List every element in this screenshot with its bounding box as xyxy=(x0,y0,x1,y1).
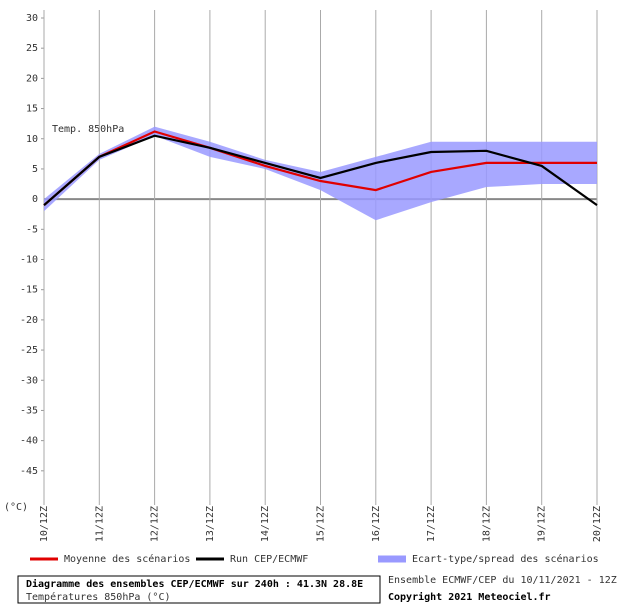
x-tick-label: 18/12Z xyxy=(481,506,492,542)
y-tick-label: 25 xyxy=(26,43,38,54)
y-tick-label: 0 xyxy=(32,194,38,205)
footer-title: Diagramme des ensembles CEP/ECMWF sur 24… xyxy=(26,578,363,590)
y-tick-label: -20 xyxy=(20,315,38,326)
y-tick-label: -25 xyxy=(20,345,38,356)
series-line xyxy=(43,130,597,206)
x-tick-label: 10/12Z xyxy=(39,506,50,542)
x-tick-label: 13/12Z xyxy=(205,506,216,542)
x-tick-label: 17/12Z xyxy=(426,506,437,542)
legend-label: Moyenne des scénarios xyxy=(64,553,190,565)
series-line xyxy=(43,134,598,207)
y-tick-label: -10 xyxy=(20,255,38,266)
y-tick-label: -5 xyxy=(26,224,38,235)
footer-copyright: Copyright 2021 Meteociel.fr xyxy=(388,591,551,603)
y-tick-label: -35 xyxy=(20,405,38,416)
x-tick-label: 12/12Z xyxy=(150,506,161,542)
y-tick-label: 15 xyxy=(26,104,38,115)
x-tick-label: 15/12Z xyxy=(316,506,327,542)
footer-run: Ensemble ECMWF/CEP du 10/11/2021 - 12Z xyxy=(388,575,617,586)
y-tick-label: -45 xyxy=(20,466,38,477)
annotation: Temp. 850hPa xyxy=(52,124,124,135)
spread-band xyxy=(44,126,597,221)
y-tick-label: 30 xyxy=(26,13,38,24)
x-tick-label: 16/12Z xyxy=(371,506,382,542)
y-tick-label: 5 xyxy=(32,164,38,175)
footer-subtitle: Températures 850hPa (°C) xyxy=(26,591,171,603)
y-tick-label: 20 xyxy=(26,73,38,84)
y-tick-label: -30 xyxy=(20,375,38,386)
x-tick-label: 11/12Z xyxy=(94,506,105,542)
x-tick-label: 19/12Z xyxy=(537,506,548,542)
x-tick-label: 20/12Z xyxy=(592,506,603,542)
y-tick-label: -15 xyxy=(20,285,38,296)
x-tick-label: 14/12Z xyxy=(260,506,271,542)
y-tick-label: -40 xyxy=(20,436,38,447)
legend-label: Ecart-type/spread des scénarios xyxy=(412,553,599,565)
legend-label: Run CEP/ECMWF xyxy=(230,554,308,565)
y-unit: (°C) xyxy=(4,502,28,513)
footer-box xyxy=(17,575,381,604)
y-tick-label: 10 xyxy=(26,134,38,145)
